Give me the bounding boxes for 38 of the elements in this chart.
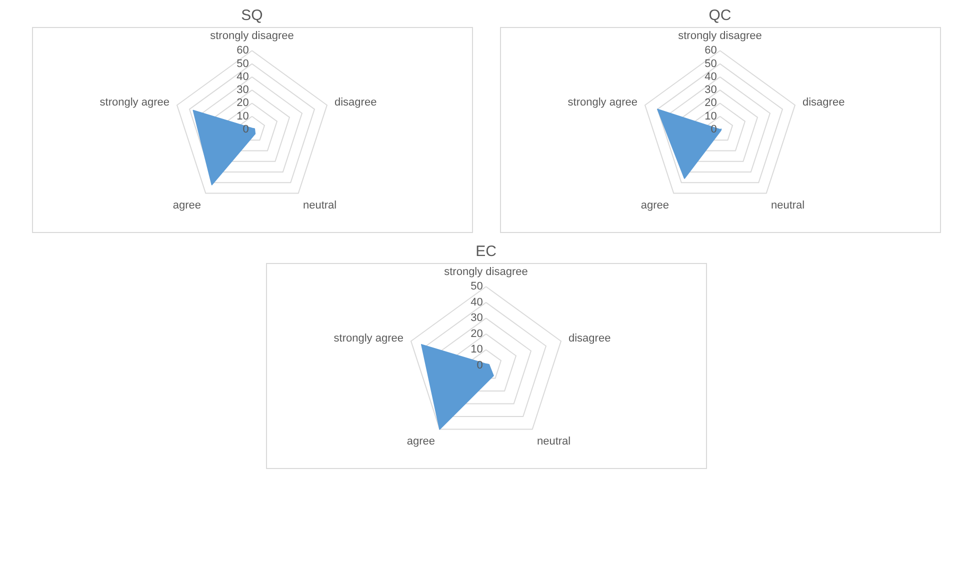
chart-title: EC — [475, 243, 496, 260]
y-tick-label: 50 — [236, 58, 248, 70]
y-tick-label: 60 — [236, 44, 248, 57]
spoke-label: strongly agree — [333, 332, 404, 345]
spoke-label: neutral — [770, 200, 804, 212]
y-tick-label: 40 — [704, 70, 716, 83]
chart-title: SQ — [240, 7, 262, 24]
y-tick-label: 0 — [242, 124, 248, 136]
y-tick-label: 10 — [470, 344, 482, 356]
y-tick-label: 20 — [236, 97, 248, 110]
y-tick-label: 40 — [236, 70, 248, 83]
y-tick-label: 10 — [704, 110, 716, 122]
spoke-label: strongly disagree — [210, 30, 294, 42]
spoke-label: agree — [406, 436, 435, 448]
spoke-label: neutral — [302, 200, 336, 212]
spoke-label: agree — [172, 200, 201, 212]
y-tick-label: 20 — [470, 328, 482, 340]
y-tick-label: 30 — [704, 84, 716, 96]
y-tick-label: 40 — [470, 296, 482, 308]
spoke-label: disagree — [568, 332, 610, 345]
spoke-label: neutral — [536, 436, 570, 448]
chart-title: QC — [708, 7, 731, 24]
y-tick-label: 60 — [704, 44, 716, 57]
y-tick-label: 50 — [470, 280, 482, 293]
spoke-label: disagree — [802, 96, 844, 109]
spoke-label: strongly disagree — [444, 266, 528, 278]
y-tick-label: 0 — [710, 124, 716, 136]
y-tick-label: 30 — [470, 312, 482, 324]
y-tick-label: 10 — [236, 110, 248, 122]
y-tick-label: 50 — [704, 58, 716, 70]
y-tick-label: 30 — [236, 84, 248, 96]
y-tick-label: 20 — [704, 97, 716, 110]
spoke-label: strongly agree — [99, 96, 170, 109]
spoke-label: agree — [640, 200, 669, 212]
y-tick-label: 0 — [476, 360, 482, 372]
spoke-label: disagree — [334, 96, 376, 109]
spoke-label: strongly disagree — [678, 30, 762, 42]
spoke-label: strongly agree — [567, 96, 638, 109]
